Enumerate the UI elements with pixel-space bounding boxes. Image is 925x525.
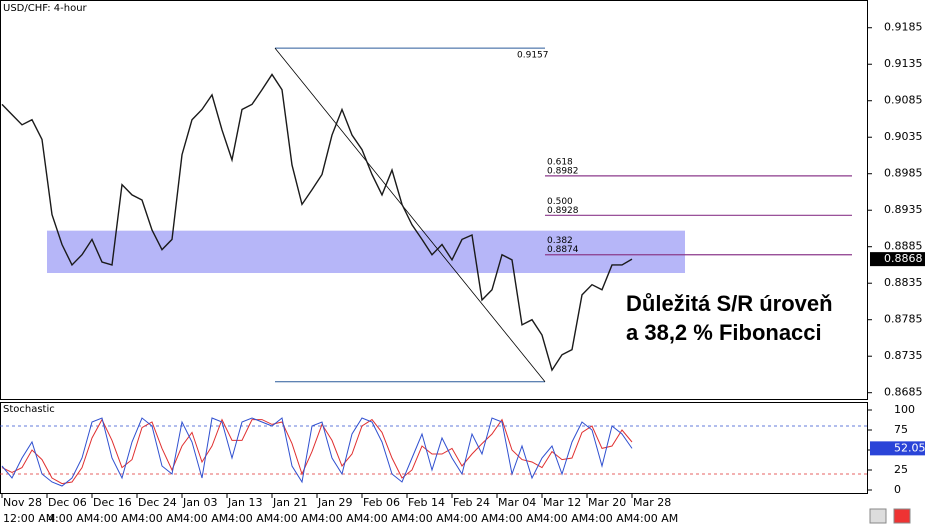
y-tick-label: 0.9035 bbox=[884, 130, 923, 143]
fib-price: 0.8928 bbox=[547, 206, 579, 216]
stochastic-line bbox=[1, 417, 633, 487]
y-tick-label: 0.8985 bbox=[884, 167, 923, 180]
x-tick-label: Jan 03 bbox=[182, 496, 217, 509]
x-tick-time: 4:00 AM bbox=[318, 512, 363, 525]
y-tick-label: 0.8885 bbox=[884, 240, 923, 253]
y-tick-label: 0.8735 bbox=[884, 349, 923, 362]
y-tick-label: 0.8785 bbox=[884, 313, 923, 326]
y-tick-label: 75 bbox=[894, 423, 908, 436]
x-tick-label: Feb 14 bbox=[408, 496, 445, 509]
fib-trend bbox=[274, 47, 546, 383]
x-tick-time: 4:00 AM bbox=[183, 512, 228, 525]
y-tick-label: 0.9135 bbox=[884, 57, 923, 70]
stochastic-panel bbox=[0, 402, 868, 494]
x-tick-label: Mar 12 bbox=[543, 496, 581, 509]
x-tick-time: 4:00 AM bbox=[48, 512, 93, 525]
fib-ratio: 0.500 bbox=[547, 197, 573, 207]
x-tick-label: Mar 28 bbox=[633, 496, 671, 509]
x-tick-label: Dec 06 bbox=[48, 496, 87, 509]
x-tick-time: 4:00 AM bbox=[93, 512, 138, 525]
x-tick-time: 4:00 AM bbox=[498, 512, 543, 525]
x-tick-label: Jan 13 bbox=[227, 496, 262, 509]
x-tick-time: 4:00 AM bbox=[408, 512, 453, 525]
last-price: 0.8868 bbox=[884, 252, 923, 265]
price-panel bbox=[0, 0, 868, 400]
price-line bbox=[1, 73, 633, 372]
x-tick-time: 4:00 AM bbox=[363, 512, 408, 525]
x-tick-label: Nov 28 bbox=[3, 496, 42, 509]
scroll-button[interactable] bbox=[869, 508, 887, 524]
x-tick-time: 4:00 AM bbox=[273, 512, 318, 525]
y-tick-label: 0.8935 bbox=[884, 203, 923, 216]
x-tick-label: Mar 20 bbox=[588, 496, 626, 509]
last-value: 52.05 bbox=[894, 441, 925, 454]
scroll-button[interactable] bbox=[893, 508, 911, 524]
fib-ratio: 0.618 bbox=[547, 157, 573, 167]
x-tick-time: 4:00 AM bbox=[588, 512, 633, 525]
x-tick-time: 4:00 AM bbox=[138, 512, 183, 525]
y-tick-label: 25 bbox=[894, 463, 908, 476]
annotation: Důležitá S/R úroveň bbox=[626, 291, 833, 316]
x-tick-label: Dec 24 bbox=[138, 496, 177, 509]
title: Stochastic bbox=[3, 404, 55, 415]
x-tick-time: 12:00 AM bbox=[3, 512, 55, 525]
y-tick-label: 0.9085 bbox=[884, 94, 923, 107]
x-tick-label: Jan 29 bbox=[317, 496, 352, 509]
y-tick-label: 0.9185 bbox=[884, 21, 923, 34]
y-tick-label: 0.8835 bbox=[884, 276, 923, 289]
fib-price: 0.8874 bbox=[547, 245, 579, 255]
y-tick-label: 0 bbox=[894, 483, 901, 496]
x-tick-label: Dec 16 bbox=[93, 496, 132, 509]
title: USD/CHF: 4-hour bbox=[3, 3, 88, 14]
fib-ratio: 0.382 bbox=[547, 236, 573, 246]
y-tick-label: 0.8685 bbox=[884, 386, 923, 399]
x-tick-label: Feb 06 bbox=[363, 496, 400, 509]
x-tick-label: Mar 04 bbox=[498, 496, 536, 509]
x-tick-label: Feb 24 bbox=[453, 496, 490, 509]
annotation: a 38,2 % Fibonacci bbox=[626, 320, 822, 345]
y-tick-label: 100 bbox=[894, 403, 915, 416]
x-tick-time: 4:00 AM bbox=[633, 512, 678, 525]
fib-high-label: 0.9157 bbox=[517, 51, 549, 61]
fib-price: 0.8982 bbox=[547, 166, 579, 176]
last-price-box bbox=[870, 252, 925, 267]
x-tick-label: Jan 21 bbox=[272, 496, 307, 509]
last-value-box bbox=[870, 441, 925, 456]
x-tick-time: 4:00 AM bbox=[543, 512, 588, 525]
sr-zone bbox=[47, 230, 685, 273]
x-tick-time: 4:00 AM bbox=[453, 512, 498, 525]
x-tick-time: 4:00 AM bbox=[228, 512, 273, 525]
